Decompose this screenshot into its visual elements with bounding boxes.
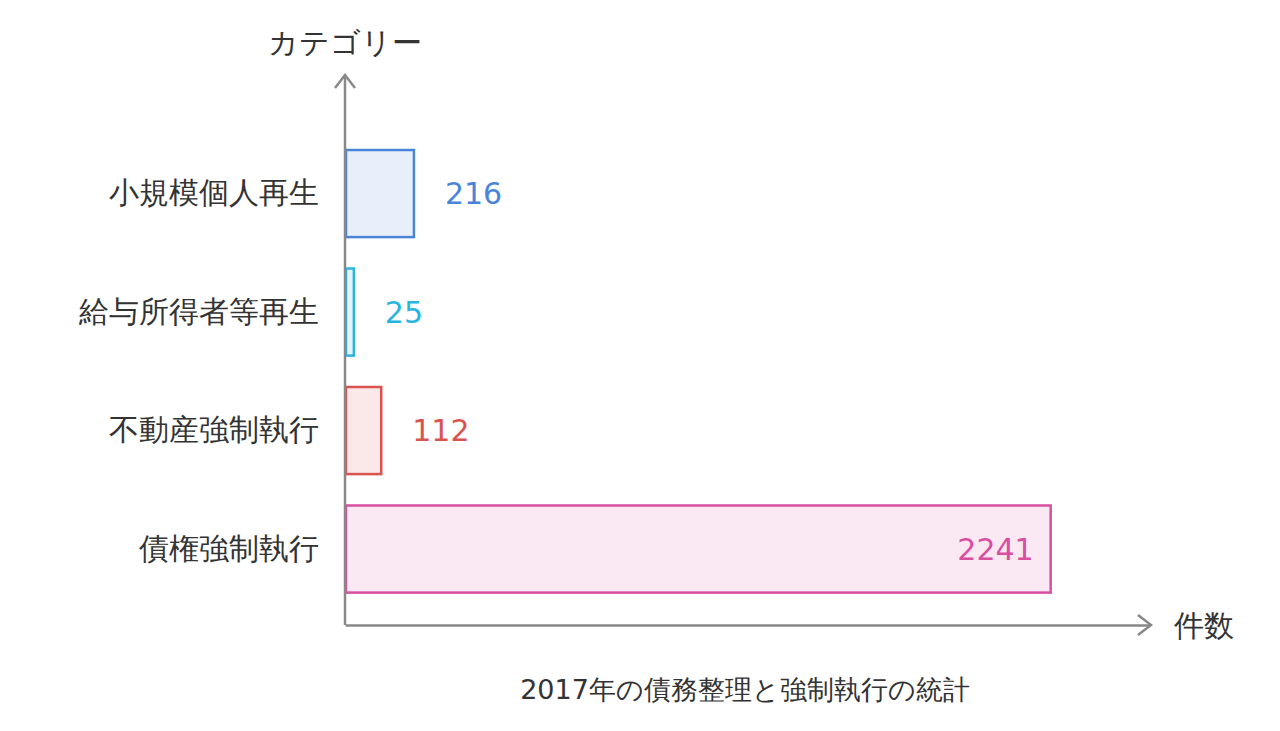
y-tick: 不動産強制執行	[109, 412, 345, 447]
x-axis-title: 件数	[1174, 608, 1234, 643]
data-label: 112	[412, 413, 469, 448]
y-tick: 債権強制執行	[139, 531, 345, 566]
category-label: 給与所得者等再生	[78, 294, 319, 329]
chart: 小規模個人再生給与所得者等再生不動産強制執行債権強制執行 216 25 112 2241…	[0, 0, 1280, 731]
category-label: 不動産強制執行	[109, 412, 319, 447]
x-axis-line	[346, 624, 1151, 627]
data-label: 25	[385, 295, 423, 330]
bar	[346, 505, 1051, 592]
data-label: 216	[445, 176, 502, 211]
y-axis-line	[344, 76, 347, 625]
y-axis: 小規模個人再生給与所得者等再生不動産強制執行債権強制執行	[78, 175, 345, 565]
y-axis-arrow	[335, 75, 355, 88]
y-tick: 給与所得者等再生	[78, 294, 345, 329]
y-axis-title: カテゴリー	[268, 25, 422, 60]
category-label: 小規模個人再生	[109, 175, 319, 210]
x-axis-arrow	[1138, 615, 1151, 635]
data-labels: 216 25 112 2241	[385, 176, 1034, 566]
bar	[346, 150, 414, 237]
data-label: 2241	[957, 532, 1033, 567]
bar	[346, 387, 381, 474]
y-tick: 小規模個人再生	[109, 175, 345, 210]
chart-title: 2017年の債務整理と強制執行の統計	[520, 674, 970, 705]
x-axis	[346, 625, 1151, 626]
category-label: 債権強制執行	[139, 531, 319, 566]
bars	[346, 150, 1051, 593]
bar	[346, 269, 354, 356]
